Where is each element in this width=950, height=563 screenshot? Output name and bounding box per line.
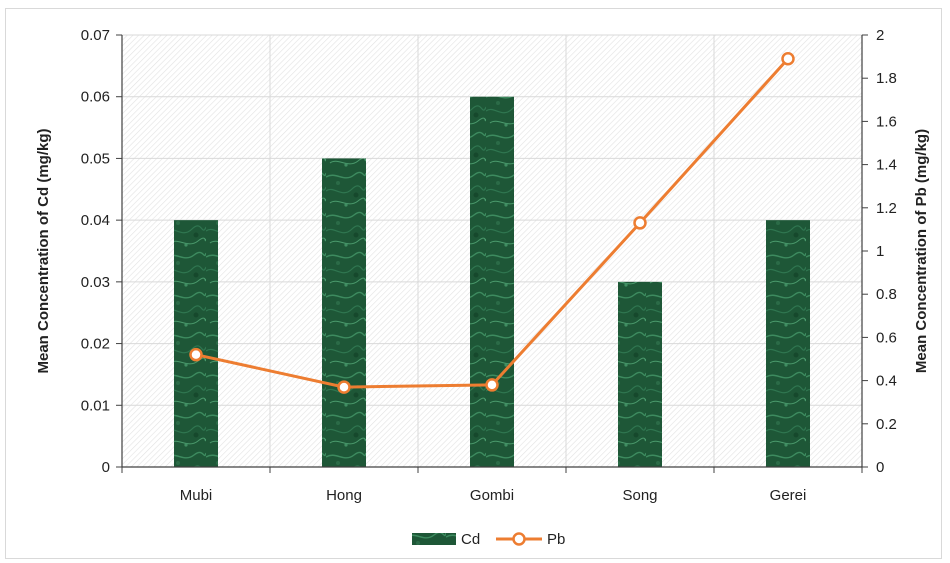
left-tick-label: 0.06 bbox=[81, 89, 110, 106]
cd-bar-song bbox=[618, 281, 662, 467]
chart-frame: 0 0.01 0.02 0.03 0.04 0.05 0.06 0.07 0 0.2 0.4 0.6… bbox=[5, 8, 942, 559]
category-label: Song bbox=[622, 487, 657, 504]
category-label: Mubi bbox=[180, 487, 213, 504]
left-axis-ticks: 0 0.01 0.02 0.03 0.04 0.05 0.06 0.07 bbox=[81, 27, 122, 476]
category-labels: Mubi Hong Gombi Song Gerei bbox=[180, 487, 807, 504]
category-label: Gerei bbox=[770, 487, 807, 504]
legend-pb-label: Pb bbox=[547, 531, 565, 548]
pb-line bbox=[189, 52, 795, 394]
right-tick-label: 0.6 bbox=[876, 329, 897, 346]
right-axis-ticks: 0 0.2 0.4 0.6 0.8 1 1.2 1.4 1.6 1.8 2 bbox=[862, 27, 897, 476]
right-tick-label: 2 bbox=[876, 27, 884, 44]
left-axis-title: Mean Concentration of Cd (mg/kg) bbox=[35, 129, 52, 374]
right-tick-label: 0 bbox=[876, 459, 884, 476]
legend: Cd Pb bbox=[412, 531, 565, 548]
chart-svg: 0 0.01 0.02 0.03 0.04 0.05 0.06 0.07 0 0.2 0.4 0.6… bbox=[35, 27, 930, 548]
right-tick-label: 0.8 bbox=[876, 286, 897, 303]
cd-bar-gerei bbox=[766, 220, 810, 467]
category-label: Gombi bbox=[470, 487, 514, 504]
right-tick-label: 1.8 bbox=[876, 70, 897, 87]
cd-bar-mubi bbox=[174, 220, 218, 467]
pb-point-gerei bbox=[781, 52, 795, 66]
pb-point-song bbox=[633, 216, 647, 230]
left-tick-label: 0.02 bbox=[81, 336, 110, 353]
pb-point-mubi bbox=[189, 347, 203, 362]
cd-bar-hong bbox=[322, 158, 366, 467]
right-tick-label: 1.2 bbox=[876, 200, 897, 217]
legend-cd-label: Cd bbox=[461, 531, 480, 548]
left-tick-label: 0.04 bbox=[81, 212, 110, 229]
left-tick-label: 0.01 bbox=[81, 397, 110, 414]
legend-cd-swatch bbox=[412, 533, 456, 545]
right-tick-label: 0.2 bbox=[876, 416, 897, 433]
pb-point-gombi bbox=[485, 378, 499, 392]
right-tick-label: 0.4 bbox=[876, 373, 897, 390]
cd-bar-gombi bbox=[470, 96, 514, 467]
legend-pb-marker bbox=[512, 532, 526, 546]
left-tick-label: 0.07 bbox=[81, 27, 110, 44]
left-tick-label: 0 bbox=[102, 459, 110, 476]
left-tick-label: 0.03 bbox=[81, 274, 110, 291]
cd-bars bbox=[174, 96, 810, 467]
right-tick-label: 1 bbox=[876, 243, 884, 260]
left-tick-label: 0.05 bbox=[81, 150, 110, 167]
pb-point-hong bbox=[337, 380, 351, 394]
category-label: Hong bbox=[326, 487, 362, 504]
right-axis-title: Mean Concentration of Pb (mg/kg) bbox=[913, 129, 930, 373]
right-tick-label: 1.4 bbox=[876, 157, 897, 174]
right-tick-label: 1.6 bbox=[876, 113, 897, 130]
